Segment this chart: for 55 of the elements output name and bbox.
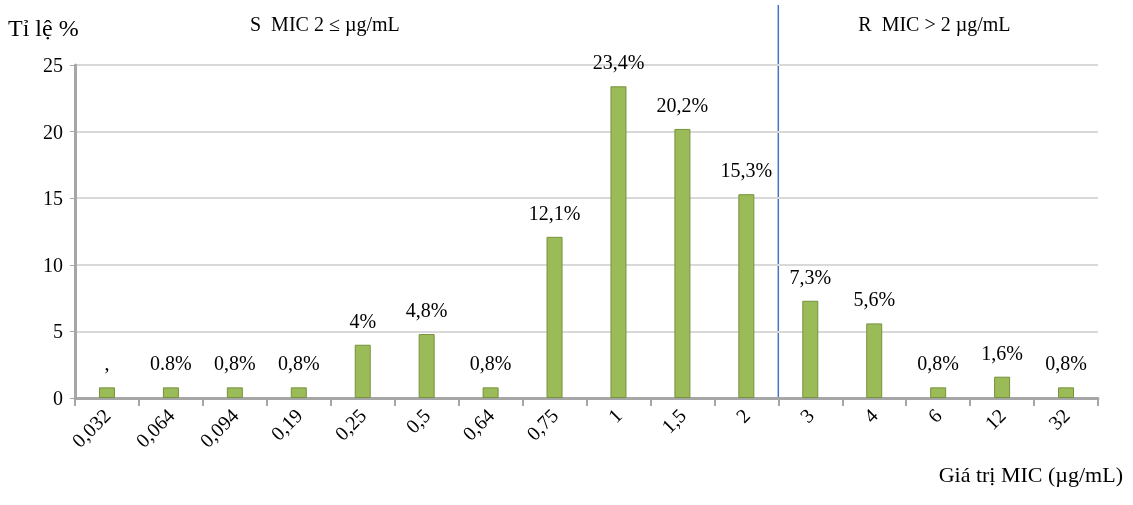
x-tick-label: 4 — [859, 404, 882, 427]
x-axis-title: Giá trị MIC (µg/mL) — [938, 461, 1124, 487]
x-tick-label: 0,64 — [458, 404, 499, 445]
data-label: , — [104, 352, 110, 375]
data-label: 4% — [349, 309, 377, 332]
x-tick-label: 2 — [731, 404, 755, 427]
x-tick-label: 12 — [980, 404, 1010, 434]
data-label: 0,8% — [1045, 352, 1087, 375]
bar — [802, 300, 819, 398]
bar — [674, 128, 691, 398]
y-tick-label: 20 — [43, 120, 63, 143]
y-tick-label: 25 — [43, 54, 63, 76]
data-label: 1,6% — [981, 341, 1023, 364]
bar — [994, 376, 1011, 398]
bar — [290, 387, 307, 398]
data-label: 0.8% — [150, 352, 192, 375]
x-tick-label: 0,19 — [266, 404, 307, 445]
x-tick-label: 3 — [795, 404, 819, 427]
bar — [1058, 387, 1075, 398]
bar — [546, 236, 563, 398]
data-label: 20,2% — [656, 93, 709, 116]
y-tick-label: 0 — [53, 387, 63, 409]
bar — [610, 86, 627, 398]
bar — [930, 387, 947, 398]
text: S MIC 2 ≤ µg/mL — [250, 13, 400, 36]
y-axis-title: Tỉ lệ % — [8, 15, 79, 41]
bar — [482, 387, 499, 398]
bar — [866, 323, 883, 398]
data-label: 15,3% — [720, 159, 773, 182]
data-label: 0,8% — [214, 352, 256, 375]
x-tick-label: 0,75 — [522, 404, 563, 445]
bar — [418, 334, 435, 398]
y-tick-label: 10 — [43, 253, 63, 276]
data-label: 12,1% — [528, 201, 581, 224]
text: R MIC > 2 µg/mL — [858, 13, 1011, 36]
data-label: 0,8% — [277, 352, 320, 375]
y-tick-label: 15 — [43, 187, 63, 210]
bar — [162, 387, 179, 398]
bar — [738, 194, 755, 398]
x-tick-label: 1 — [603, 404, 627, 427]
data-label: 0,8% — [469, 352, 512, 375]
data-label: 4,8% — [405, 299, 448, 322]
x-tick-label: 32 — [1044, 404, 1074, 434]
data-label: 23,4% — [592, 51, 645, 74]
bar — [98, 387, 115, 398]
x-tick-label: 0,5 — [401, 404, 435, 438]
bar — [226, 387, 243, 398]
data-label: 5,6% — [853, 288, 896, 311]
x-tick-label: 6 — [923, 404, 946, 427]
x-tick-label: 1,5 — [656, 404, 691, 438]
data-label: 7,3% — [789, 265, 832, 288]
x-tick-label: 0,25 — [330, 404, 371, 445]
bar — [354, 344, 371, 398]
y-tick-label: 5 — [53, 320, 63, 343]
data-label: 0,8% — [917, 352, 959, 375]
